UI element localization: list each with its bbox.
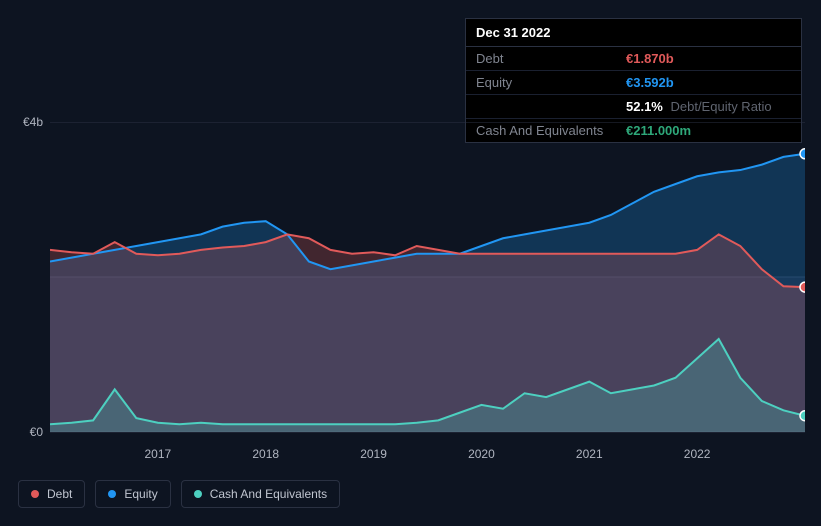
chart-svg (50, 122, 805, 462)
tooltip-value: €1.870b (626, 51, 674, 66)
tooltip-label (476, 99, 626, 114)
legend-dot-icon (108, 490, 116, 498)
chart-area: €4b€0201720182019202020212022 (15, 122, 805, 462)
tooltip-value: €3.592b (626, 75, 674, 90)
x-axis-label: 2019 (360, 447, 387, 461)
y-axis-label: €0 (30, 425, 43, 439)
cash-endpoint-marker (800, 411, 805, 421)
debt-endpoint-marker (800, 282, 805, 292)
tooltip-row: 52.1% Debt/Equity Ratio (466, 95, 801, 119)
legend-label: Equity (124, 487, 157, 501)
tooltip-row: Debt€1.870b (466, 47, 801, 71)
x-axis-label: 2020 (468, 447, 495, 461)
tooltip-label: Debt (476, 51, 626, 66)
equity-endpoint-marker (800, 149, 805, 159)
tooltip-label: Equity (476, 75, 626, 90)
tooltip-value: 52.1% Debt/Equity Ratio (626, 99, 772, 114)
y-axis-label: €4b (23, 115, 43, 129)
legend-dot-icon (31, 490, 39, 498)
tooltip-row: Equity€3.592b (466, 71, 801, 95)
legend: Debt Equity Cash And Equivalents (18, 480, 340, 508)
x-axis-label: 2021 (576, 447, 603, 461)
legend-label: Cash And Equivalents (210, 487, 327, 501)
chart-container: Dec 31 2022 Debt€1.870bEquity€3.592b52.1… (0, 0, 821, 526)
x-axis-label: 2017 (144, 447, 171, 461)
legend-item-equity[interactable]: Equity (95, 480, 170, 508)
x-axis-label: 2018 (252, 447, 279, 461)
tooltip-date: Dec 31 2022 (466, 19, 801, 47)
tooltip-extra: Debt/Equity Ratio (667, 99, 772, 114)
legend-item-debt[interactable]: Debt (18, 480, 85, 508)
legend-item-cash-and-equivalents[interactable]: Cash And Equivalents (181, 480, 340, 508)
legend-label: Debt (47, 487, 72, 501)
x-axis-label: 2022 (684, 447, 711, 461)
legend-dot-icon (194, 490, 202, 498)
